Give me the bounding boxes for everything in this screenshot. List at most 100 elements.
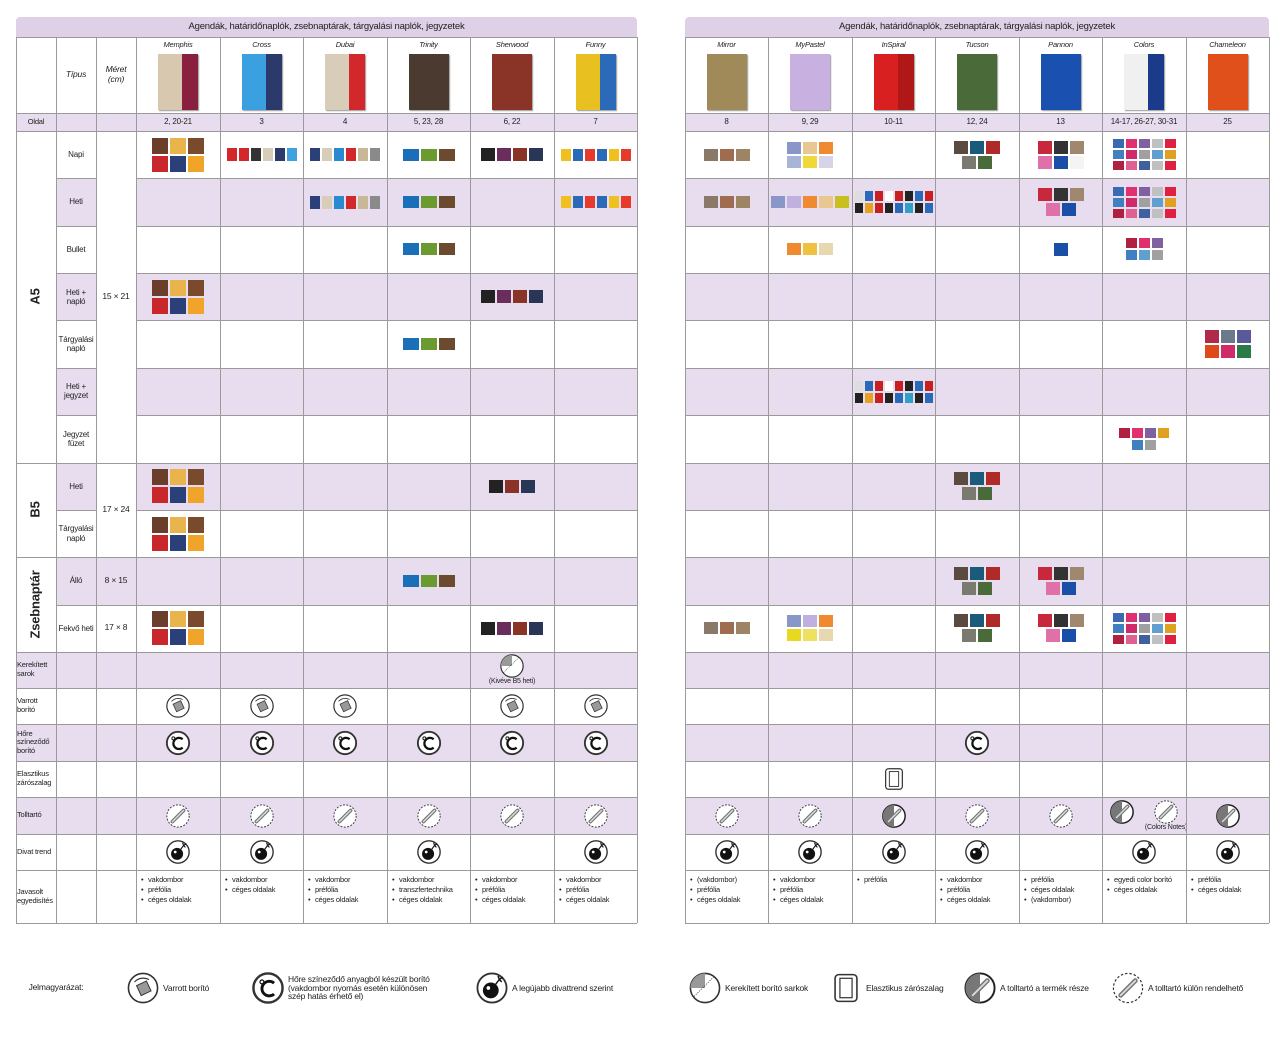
grid-line (685, 37, 1269, 38)
bullet: • (773, 875, 776, 884)
grid-line (685, 724, 1269, 725)
icon-path (887, 809, 900, 822)
color-swatch (1112, 634, 1124, 644)
legend-title: Jelmagyarázat: (28, 982, 84, 993)
icon-trend (416, 839, 442, 865)
color-swatch (596, 148, 607, 161)
icon-svg (500, 694, 524, 718)
icon-circle (252, 972, 284, 1004)
grid-line (16, 557, 637, 559)
grid-line (136, 320, 637, 322)
product-pages: 3 (259, 117, 264, 127)
icon-sew (165, 693, 191, 719)
grid-line (136, 178, 637, 180)
legend-text: Hőre színeződő anyagból készült borító (… (288, 973, 430, 1002)
color-swatch (438, 574, 455, 587)
icon-rect (135, 980, 152, 997)
color-swatch (1112, 150, 1124, 160)
color-swatch (274, 148, 285, 162)
color-swatch (481, 148, 495, 162)
grid-line (1019, 37, 1020, 923)
bullet: • (940, 875, 943, 884)
group-label: Zsebnaptár (16, 557, 56, 652)
color-swatch (970, 140, 984, 154)
bullet: • (392, 885, 395, 894)
color-swatch (894, 380, 903, 391)
row-label: Heti (69, 481, 83, 491)
icon-circle (499, 730, 525, 755)
color-swatch (334, 148, 344, 162)
icon-circle (1223, 850, 1227, 854)
icon-pens (1109, 799, 1135, 825)
color-swatch (572, 148, 583, 161)
product-pages: 5, 23, 28 (413, 117, 444, 127)
color-swatch (803, 629, 817, 642)
color-swatch (970, 614, 984, 628)
icon-circle (249, 730, 274, 755)
feature-label: Divat trend (17, 846, 52, 856)
icon-path (728, 842, 736, 850)
custom-item: • céges oldalak (559, 895, 610, 904)
grid-line (685, 320, 1269, 322)
icon-path (172, 736, 184, 750)
product-pages: 25 (1223, 117, 1232, 127)
bullet: • (559, 885, 562, 894)
row-bg (685, 652, 1269, 688)
icon-path (503, 657, 519, 673)
icon-path (720, 809, 733, 822)
color-swatch (874, 392, 883, 403)
icon-svg (1112, 972, 1144, 1004)
color-swatch (854, 203, 863, 214)
color-swatch (1037, 566, 1052, 580)
product-cover-accent (265, 54, 282, 110)
icon-svg (1215, 803, 1240, 828)
icon-path (260, 979, 276, 998)
icon-trend (165, 839, 191, 865)
size-label: 17 × 8 (104, 622, 128, 633)
page-header: Oldal (27, 116, 45, 126)
color-swatch (970, 566, 984, 580)
color-swatch (1053, 140, 1068, 154)
product-pages: 8 (724, 117, 729, 127)
bullet: • (940, 895, 943, 904)
column-header: Típus (65, 69, 87, 80)
product-cover-accent (349, 54, 365, 110)
icon-svg (884, 768, 903, 790)
color-swatch (1138, 150, 1150, 160)
feature-label: Varrott borító (17, 696, 38, 714)
icon-path (1119, 979, 1137, 997)
color-swatch (771, 196, 785, 209)
product-pages: 13 (1056, 117, 1065, 127)
color-swatch (170, 155, 186, 172)
custom-list: • vakdombor • préfólia • céges oldalak (475, 875, 553, 920)
icon-path (505, 809, 519, 822)
color-swatch (1151, 161, 1163, 171)
color-swatch (334, 195, 344, 209)
icon-circle (173, 850, 177, 854)
color-swatch (787, 629, 801, 642)
color-swatch (962, 487, 976, 501)
color-swatch (735, 622, 750, 635)
color-swatch (1119, 427, 1130, 438)
bullet: • (1107, 875, 1110, 884)
icon-path (1115, 805, 1129, 818)
icon-svg (166, 803, 190, 828)
color-swatch (864, 380, 873, 391)
color-swatch (1045, 629, 1060, 643)
feature-label: Hőre színeződő borító (17, 728, 50, 755)
row-label: Heti (69, 197, 83, 207)
color-swatch (370, 195, 380, 209)
color-swatch (719, 196, 734, 209)
icon-svg (964, 972, 996, 1004)
grid-line (56, 320, 96, 322)
grid-line (136, 37, 137, 923)
icon-circle (970, 847, 983, 860)
color-swatch (438, 338, 455, 351)
color-swatch (608, 196, 619, 209)
color-swatch (1151, 612, 1163, 622)
custom-item: • préfólia (1191, 875, 1221, 884)
bullet: • (308, 885, 311, 894)
icon-circle (257, 850, 261, 854)
color-swatch (1125, 161, 1137, 171)
product-name: Mirror (717, 39, 736, 49)
